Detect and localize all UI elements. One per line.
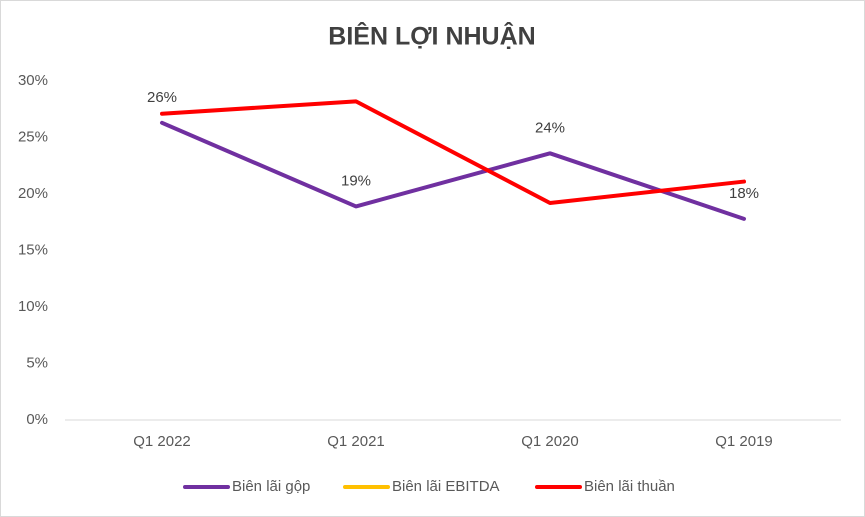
data-label: 26% <box>147 89 177 106</box>
y-tick-label: 15% <box>18 241 48 258</box>
y-tick-label: 10% <box>18 298 48 315</box>
series-line <box>160 120 746 221</box>
series-line <box>160 99 746 206</box>
x-tick-label: Q1 2022 <box>133 433 191 450</box>
x-tick-label: Q1 2020 <box>521 433 579 450</box>
x-tick-label: Q1 2019 <box>715 433 773 450</box>
legend-label: Biên lãi gộp <box>232 478 310 495</box>
y-tick-label: 0% <box>26 411 48 428</box>
legend-label: Biên lãi EBITDA <box>392 478 500 495</box>
y-tick-label: 20% <box>18 185 48 202</box>
y-tick-label: 30% <box>18 72 48 89</box>
y-tick-label: 5% <box>26 354 48 371</box>
y-tick-label: 25% <box>18 128 48 145</box>
data-label: 24% <box>535 119 565 136</box>
legend-label: Biên lãi thuần <box>584 478 675 495</box>
data-label: 19% <box>341 172 371 189</box>
data-label: 18% <box>729 185 759 202</box>
chart-title: BIÊN LỢI NHUẬN <box>328 21 535 51</box>
x-tick-label: Q1 2021 <box>327 433 385 450</box>
